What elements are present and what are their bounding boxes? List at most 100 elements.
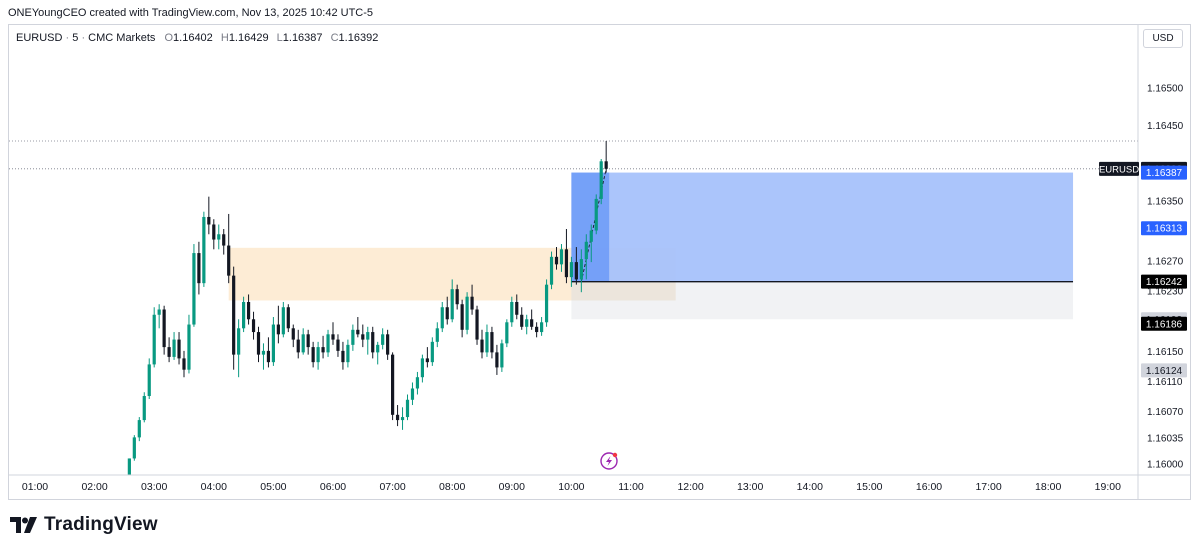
candle-body: [559, 249, 564, 265]
candle-body: [127, 458, 131, 475]
symbol-legend[interactable]: EURUSD · 5 · CMC Markets O1.16402 H1.164…: [16, 32, 383, 44]
candle-body: [242, 301, 246, 329]
legend-open-label: O: [164, 32, 174, 44]
x-tick-label: 06:00: [320, 481, 346, 493]
candle-body: [525, 319, 529, 327]
zone-overlap: [571, 281, 676, 301]
candle-body: [346, 344, 350, 363]
candle-body: [212, 224, 216, 240]
profit-zone: [571, 172, 1074, 282]
legend-interval: 5: [72, 32, 79, 44]
candle-body: [182, 358, 186, 370]
candle-body: [246, 301, 251, 320]
candle-body: [475, 309, 479, 340]
candle-body: [291, 328, 295, 340]
price-label: [1141, 274, 1187, 289]
legend-symbol: EURUSD: [16, 32, 63, 44]
candle-body: [202, 216, 206, 284]
x-tick-label: 14:00: [797, 481, 823, 493]
candle-body: [500, 343, 504, 368]
candle-body: [281, 307, 285, 335]
y-tick-label: 1.16070: [1147, 407, 1184, 418]
candle-body: [192, 253, 196, 325]
legend-separator: ·: [81, 32, 86, 44]
legend-low-value: 1.16387: [282, 32, 323, 44]
legend-close-value: 1.16392: [338, 32, 379, 44]
candle-body: [286, 307, 290, 329]
candle-body: [351, 329, 355, 345]
candle-body: [326, 334, 330, 353]
candle-body: [132, 437, 136, 459]
candle-body: [435, 328, 439, 342]
x-tick-label: 18:00: [1035, 481, 1061, 493]
candle-body: [251, 319, 256, 333]
y-tick-label: 1.16500: [1147, 84, 1184, 95]
symbol-tag-text: EURUSD: [1099, 164, 1139, 175]
candle-body: [301, 334, 305, 353]
candle-body: [450, 289, 454, 320]
candle-body: [440, 307, 444, 329]
candle-body: [162, 309, 166, 348]
candle-body: [490, 332, 494, 353]
price-label: [1141, 363, 1187, 378]
price-label: [1141, 221, 1187, 236]
x-tick-label: 01:00: [22, 481, 48, 493]
x-tick-label: 19:00: [1095, 481, 1121, 493]
price-label-text: 1.16242: [1146, 277, 1183, 288]
candle-body: [232, 275, 236, 355]
candle-body: [152, 314, 156, 365]
x-tick-label: 05:00: [260, 481, 286, 493]
candle-body: [361, 334, 365, 340]
candle-body: [470, 296, 474, 310]
x-tick-label: 09:00: [499, 481, 525, 493]
candle-body: [530, 319, 534, 327]
x-tick-label: 16:00: [916, 481, 942, 493]
x-tick-label: 02:00: [81, 481, 107, 493]
tradingview-brand: TradingView: [10, 514, 158, 536]
candle-body: [405, 399, 410, 418]
candle-body: [510, 301, 514, 323]
candle-body: [415, 377, 420, 389]
candle-body: [381, 334, 385, 345]
legend-close-label: C: [330, 32, 339, 44]
candle-body: [564, 249, 569, 278]
candle-body: [540, 322, 544, 333]
x-tick-label: 11:00: [618, 481, 644, 493]
candle-body: [579, 259, 583, 280]
candle-body: [584, 241, 588, 260]
price-label: [1141, 165, 1187, 180]
chart-caption: ONEYoungCEO created with TradingView.com…: [8, 7, 374, 19]
price-label: [1141, 316, 1187, 331]
candle-body: [520, 314, 524, 327]
candle-body: [386, 334, 390, 355]
currency-button[interactable]: USD: [1143, 29, 1183, 48]
candle-body: [515, 301, 519, 315]
legend-high-label: H: [220, 32, 229, 44]
candle-body: [376, 344, 380, 353]
candle-body: [599, 161, 603, 199]
candle-body: [177, 339, 181, 359]
y-tick-label: 1.16110: [1147, 377, 1183, 388]
candle-body: [425, 358, 429, 363]
lightning-alert-icon: [600, 452, 618, 470]
x-tick-label: 07:00: [379, 481, 405, 493]
x-tick-label: 12:00: [677, 481, 703, 493]
x-tick-label: 08:00: [439, 481, 465, 493]
candle-body: [485, 332, 489, 353]
brand-name: TradingView: [44, 514, 158, 535]
candle-body: [356, 329, 360, 335]
candle-body: [460, 304, 464, 330]
candle-body: [217, 234, 221, 240]
candle-body: [256, 332, 261, 355]
symbol-tag: [1099, 161, 1139, 176]
candle-body: [271, 324, 275, 363]
candle-body: [391, 354, 395, 415]
candle-body: [306, 334, 310, 348]
chart-frame: [8, 24, 1191, 500]
candle-body: [480, 339, 484, 353]
legend-source: CMC Markets: [88, 32, 156, 44]
candle-body: [400, 417, 405, 421]
price-label-text: 1.16387: [1146, 168, 1183, 179]
candle-body: [544, 284, 549, 323]
